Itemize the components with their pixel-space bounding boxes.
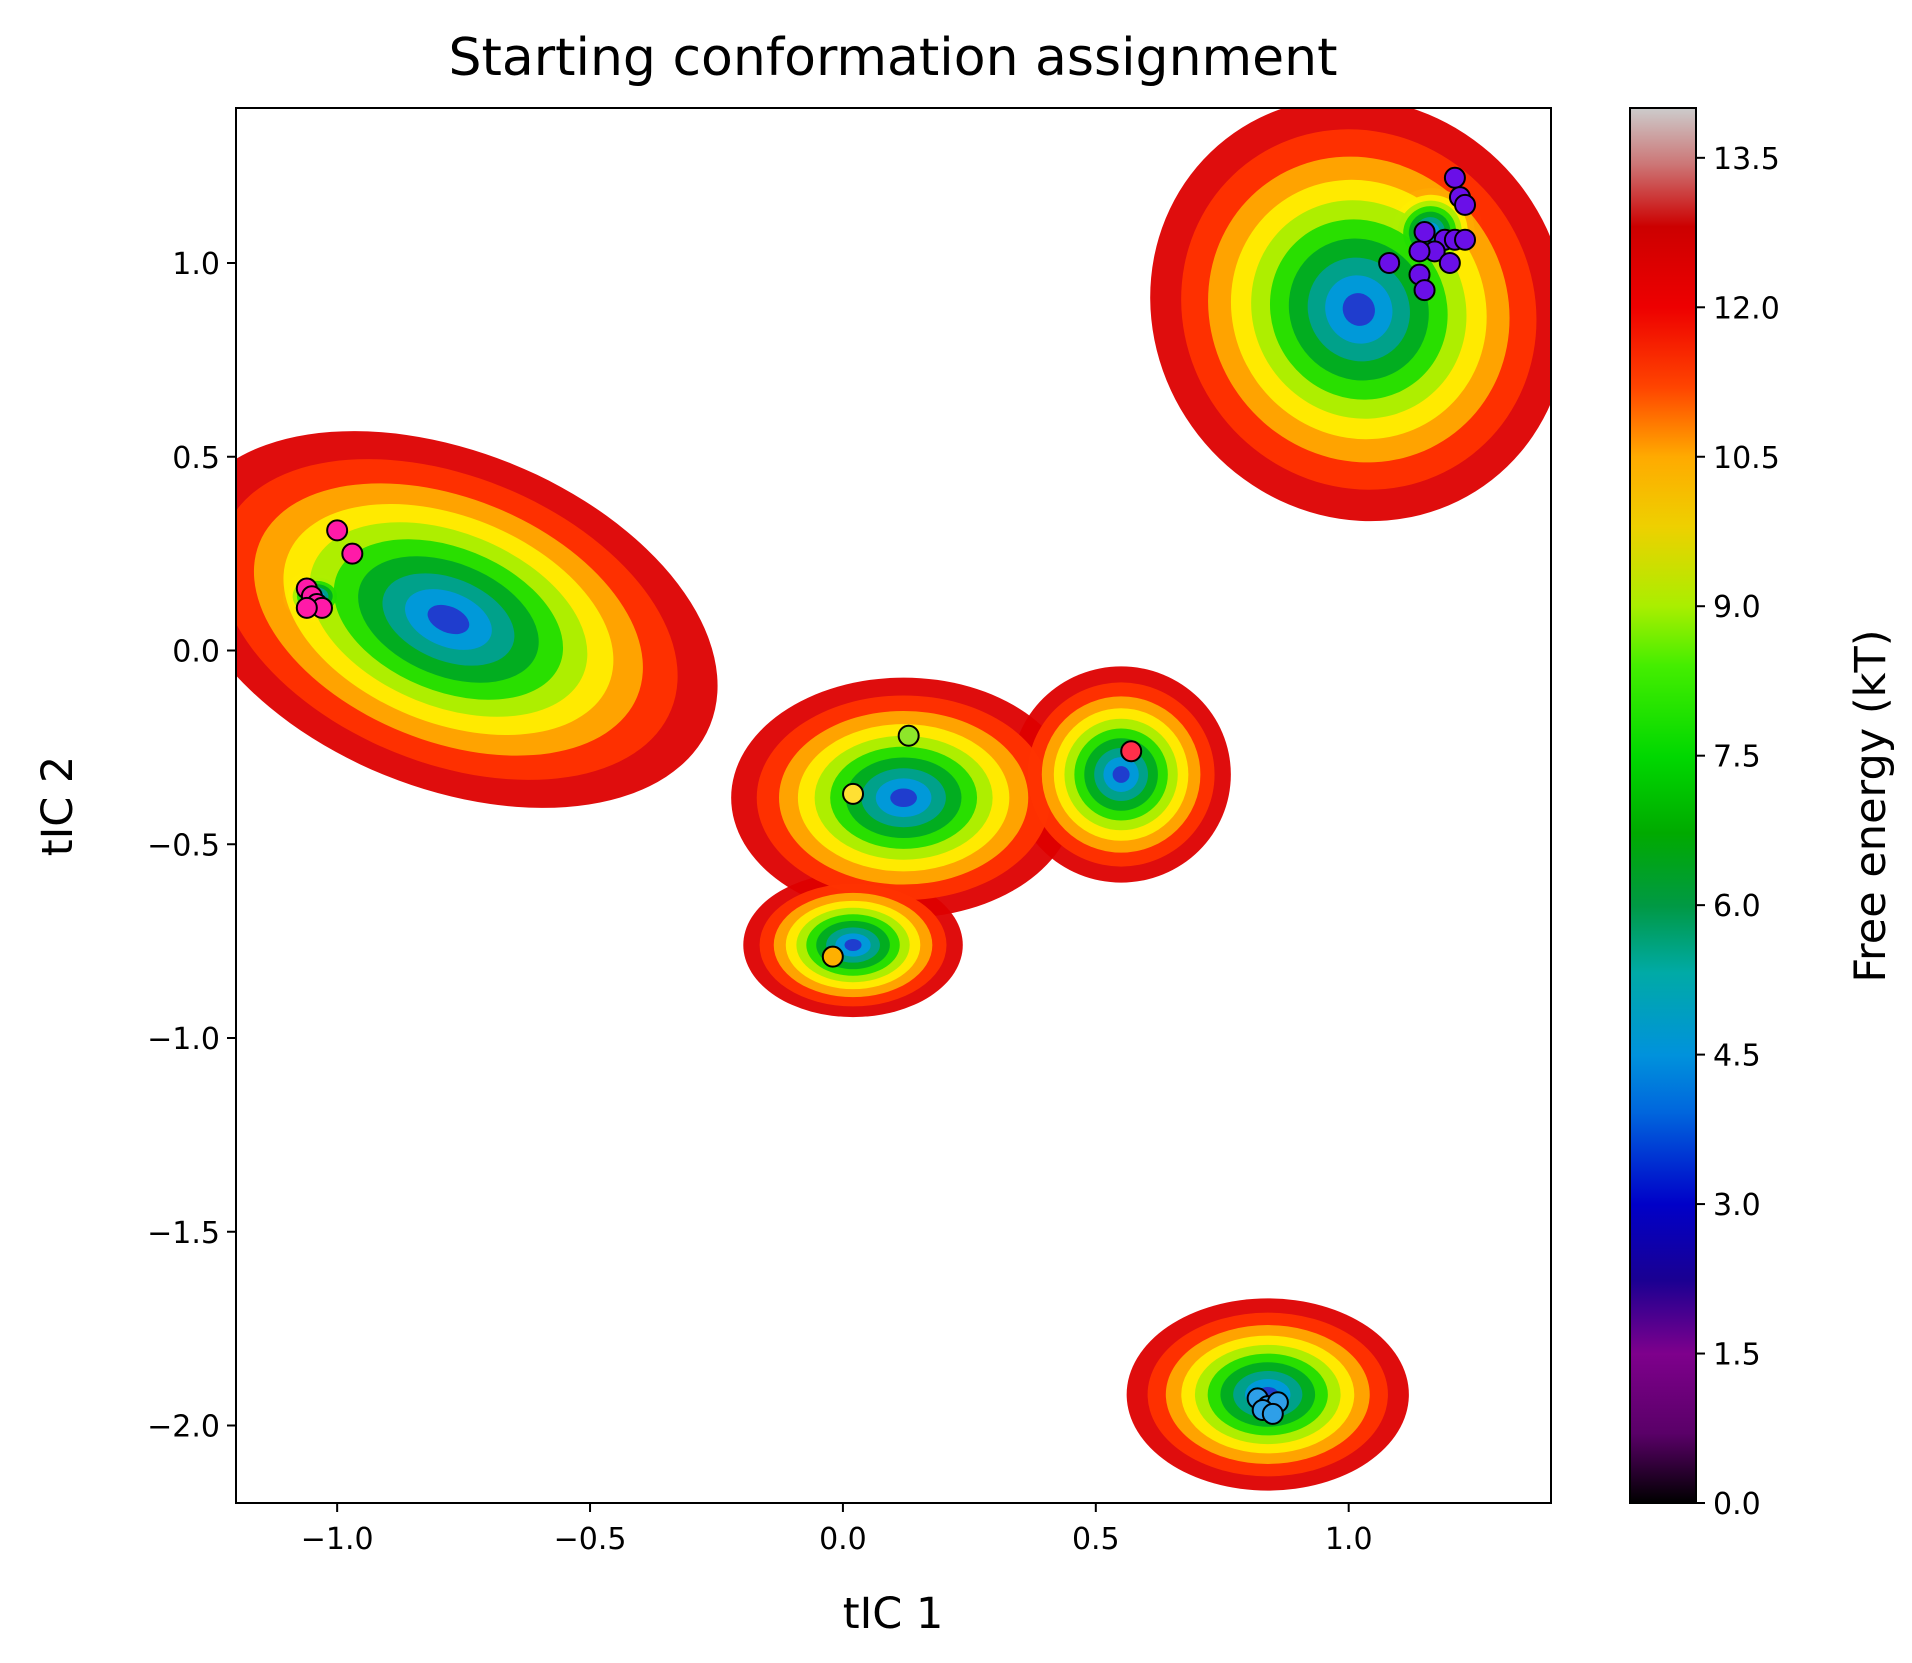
data-point (842, 782, 865, 805)
point-series-1 (1378, 166, 1477, 302)
colorbar-tick-label: 12.0 (1713, 291, 1780, 326)
colorbar-tick-label: 13.5 (1713, 142, 1780, 177)
energy-contour (1342, 293, 1375, 326)
data-point (1454, 193, 1477, 216)
y-tick-label: 0.0 (172, 635, 220, 670)
y-tick-label: 1.0 (172, 247, 220, 282)
point-series-5 (821, 945, 844, 968)
data-point (897, 724, 920, 747)
colorbar-tick-label: 6.0 (1713, 889, 1761, 924)
data-point (1413, 221, 1436, 243)
chart-title: Starting conformation assignment (448, 28, 1337, 88)
colorbar-tick-label: 7.5 (1713, 740, 1761, 775)
point-series-2 (897, 724, 920, 747)
energy-contour (890, 788, 917, 808)
data-point (326, 519, 349, 542)
point-series-3 (842, 782, 865, 805)
data-point (1120, 740, 1143, 763)
plot-frame (235, 107, 1552, 1504)
colorbar-tick-label: 4.5 (1713, 1039, 1761, 1074)
data-point (295, 596, 318, 619)
x-axis-label: tIC 1 (843, 1589, 944, 1639)
colorbar-ticks: 0.0 1.5 3.0 4.5 6.0 7.5 9.0 10.5 12.0 13.5 (1696, 142, 1780, 1522)
y-tick-label: −1.0 (147, 1022, 220, 1057)
colorbar-frame (1629, 107, 1697, 1504)
scatter-points (295, 166, 1477, 1425)
colorbar-tick-label: 1.5 (1713, 1338, 1761, 1373)
data-point (1408, 240, 1431, 263)
energy-contour (1112, 766, 1130, 783)
colorbar: 0.0 1.5 3.0 4.5 6.0 7.5 9.0 10.5 12.0 13.5 Free e… (1629, 107, 1896, 1522)
colorbar-tick-label: 0.0 (1713, 1487, 1761, 1522)
data-point (341, 542, 364, 565)
data-point (1438, 252, 1461, 274)
colorbar-tick-label: 10.5 (1713, 441, 1780, 476)
x-tick-label: 1.0 (1325, 1522, 1373, 1557)
y-tick-label: −1.5 (147, 1216, 220, 1251)
energy-contour (427, 604, 470, 635)
data-point (1454, 228, 1477, 251)
x-tick-label: −1.0 (301, 1522, 374, 1557)
point-series-0 (295, 519, 364, 619)
colorbar-label: Free energy (kT) (1846, 629, 1896, 982)
data-point (1261, 1402, 1284, 1425)
data-point (1413, 279, 1436, 302)
plot-area: −1.0 −0.5 0.0 0.5 1.0 −2.0 −1.5 −1.0 −0.5 0.0 0.5… (147, 107, 1552, 1557)
y-axis-ticks: −2.0 −1.5 −1.0 −0.5 0.0 0.5 1.0 (147, 247, 236, 1445)
y-axis-label: tIC 2 (33, 756, 83, 857)
data-point (1443, 166, 1466, 189)
colorbar-tick-label: 3.0 (1713, 1188, 1761, 1223)
y-tick-label: 0.5 (172, 441, 220, 476)
y-tick-label: −2.0 (147, 1410, 220, 1445)
point-series-6 (1246, 1387, 1289, 1425)
y-tick-label: −0.5 (147, 828, 220, 863)
x-tick-label: 0.5 (1072, 1522, 1120, 1557)
colorbar-gradient (1630, 108, 1696, 1503)
x-tick-label: −0.5 (554, 1522, 627, 1557)
data-point (821, 945, 844, 968)
data-point (1378, 252, 1401, 274)
x-axis-ticks: −1.0 −0.5 0.0 0.5 1.0 (301, 1503, 1373, 1557)
point-series-4 (1120, 740, 1143, 763)
colorbar-tick-label: 9.0 (1713, 590, 1761, 625)
x-tick-label: 0.0 (819, 1522, 867, 1557)
energy-contour (844, 939, 862, 951)
